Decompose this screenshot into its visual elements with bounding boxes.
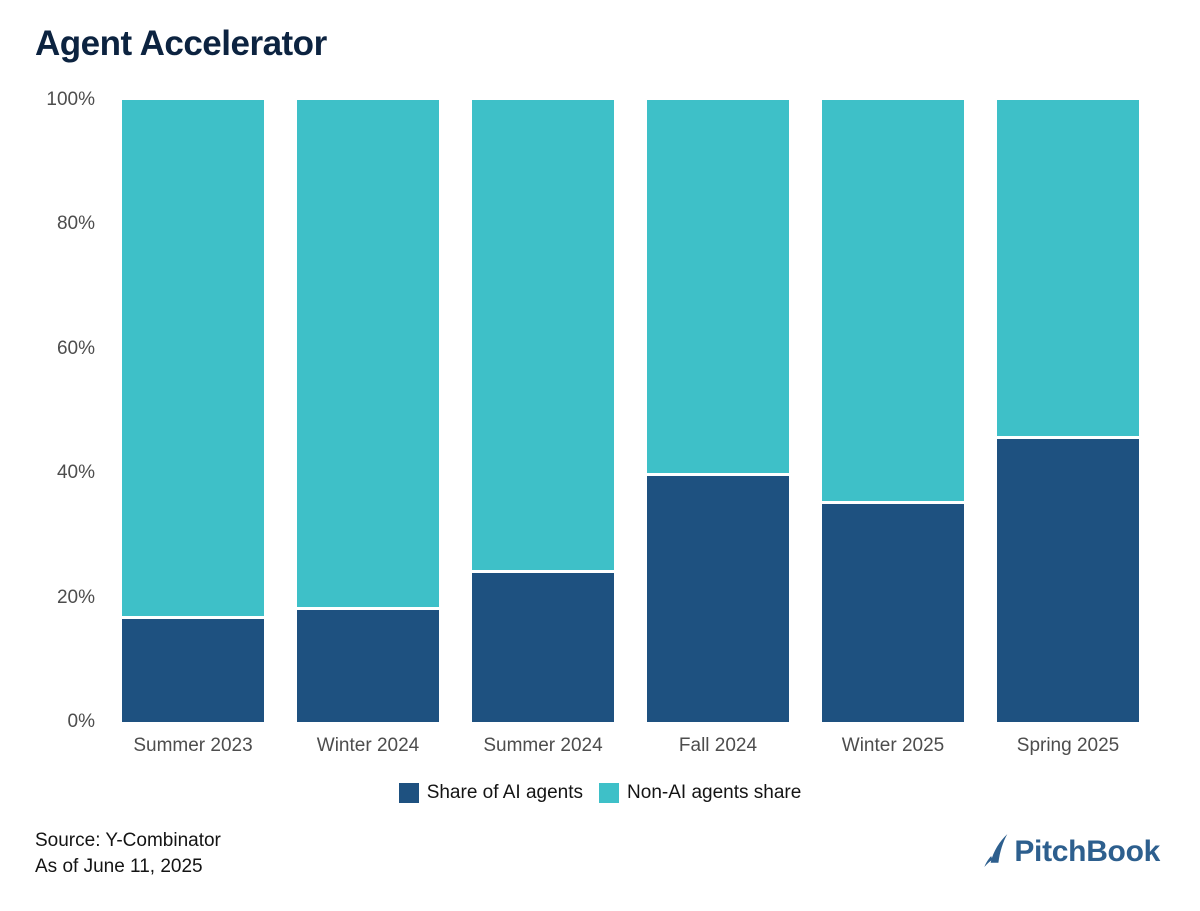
bar-stack xyxy=(997,100,1139,722)
plot-area: 0% 20% 40% 60% 80% 100% Summer 2023 Winter 202… xyxy=(0,89,1200,770)
bar-column: Winter 2024 xyxy=(297,100,439,770)
bar-column: Fall 2024 xyxy=(647,100,789,770)
bar-segment-non-ai xyxy=(647,100,789,474)
bar-segment-ai xyxy=(297,606,439,722)
bar-column: Spring 2025 xyxy=(997,100,1139,770)
bar-segment-ai xyxy=(822,501,964,722)
x-axis-category-label: Spring 2025 xyxy=(1016,735,1120,756)
chart-title: Agent Accelerator xyxy=(35,24,327,63)
bar-column: Summer 2023 xyxy=(122,100,264,770)
x-axis-category-label: Winter 2024 xyxy=(316,735,420,756)
y-axis: 0% 20% 40% 60% 80% 100% xyxy=(0,89,95,732)
bar-segment-ai xyxy=(997,435,1139,722)
legend-label-ai: Share of AI agents xyxy=(426,782,584,803)
y-axis-tick-label: 40% xyxy=(56,462,95,484)
y-axis-tick-label: 80% xyxy=(56,213,95,235)
bar-stack xyxy=(297,100,439,722)
bar-column: Summer 2024 xyxy=(472,100,614,770)
y-axis-tick-label: 0% xyxy=(67,711,95,732)
bar-stack xyxy=(822,100,964,722)
y-axis-tick-label: 100% xyxy=(46,89,95,110)
brand-text: PitchBook xyxy=(1014,835,1160,868)
bars: Summer 2023 Winter 2024 Summer 2024 Fall 20… xyxy=(122,100,1139,770)
bar-stack xyxy=(647,100,789,722)
legend-swatch-non-ai-icon xyxy=(599,783,620,803)
bar-segment-ai xyxy=(122,616,264,722)
legend-label-non-ai: Non-AI agents share xyxy=(627,782,802,803)
x-axis-category-label: Summer 2024 xyxy=(483,735,603,756)
bar-segment-non-ai xyxy=(997,100,1139,436)
bar-segment-non-ai xyxy=(122,100,264,617)
source-line: Source: Y-Combinator xyxy=(35,830,221,851)
x-axis-category-label: Summer 2023 xyxy=(133,735,253,756)
source-note: Source: Y-Combinator As of June 11, 2025 xyxy=(35,828,221,880)
bar-column: Winter 2025 xyxy=(822,100,964,770)
y-axis-tick-label: 20% xyxy=(56,586,95,608)
legend-item-non-ai: Non-AI agents share xyxy=(599,782,801,804)
as-of-line: As of June 11, 2025 xyxy=(35,856,203,877)
bar-segment-non-ai xyxy=(822,100,964,502)
bar-segment-non-ai xyxy=(297,100,439,607)
bar-segment-ai xyxy=(472,569,614,722)
sail-icon xyxy=(984,834,1008,867)
x-axis-category-label: Winter 2025 xyxy=(841,735,945,756)
legend-item-ai: Share of AI agents xyxy=(398,782,584,804)
bar-segment-ai xyxy=(647,473,789,722)
legend-swatch-ai-icon xyxy=(398,783,419,803)
y-axis-tick-label: 60% xyxy=(56,337,95,359)
x-axis-category-label: Fall 2024 xyxy=(678,735,758,756)
bar-stack xyxy=(122,100,264,722)
bar-stack xyxy=(472,100,614,722)
bar-segment-non-ai xyxy=(472,100,614,570)
pitchbook-logo: PitchBook xyxy=(982,833,1160,869)
legend: Share of AI agents Non-AI agents share xyxy=(0,782,1200,804)
